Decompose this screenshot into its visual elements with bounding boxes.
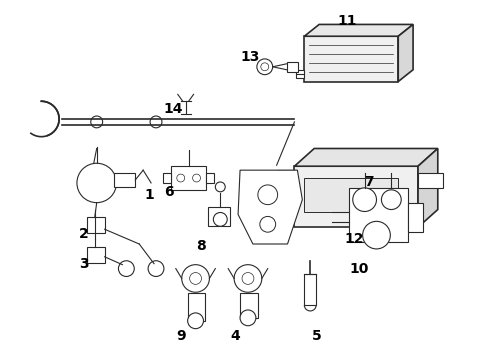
Bar bbox=[287, 62, 298, 72]
Text: 3: 3 bbox=[79, 257, 89, 271]
Circle shape bbox=[257, 59, 272, 75]
Polygon shape bbox=[238, 170, 302, 244]
Text: 13: 13 bbox=[240, 50, 260, 64]
Bar bbox=[206, 173, 214, 183]
Bar bbox=[87, 217, 104, 233]
Polygon shape bbox=[398, 24, 413, 82]
Bar bbox=[408, 203, 423, 232]
Circle shape bbox=[242, 273, 254, 284]
Circle shape bbox=[215, 182, 225, 192]
Text: 12: 12 bbox=[344, 232, 364, 246]
Circle shape bbox=[258, 185, 278, 204]
Bar bbox=[163, 173, 171, 183]
Circle shape bbox=[77, 163, 117, 203]
Circle shape bbox=[177, 174, 185, 182]
Text: 4: 4 bbox=[230, 329, 240, 343]
Bar bbox=[171, 166, 206, 190]
Circle shape bbox=[213, 212, 227, 226]
Text: 2: 2 bbox=[79, 227, 89, 241]
Bar bbox=[208, 207, 230, 226]
Circle shape bbox=[148, 261, 164, 276]
Circle shape bbox=[182, 265, 209, 292]
Text: 10: 10 bbox=[349, 262, 368, 276]
Text: 11: 11 bbox=[337, 14, 357, 27]
Bar bbox=[296, 70, 304, 78]
Circle shape bbox=[188, 313, 203, 329]
Bar bbox=[240, 293, 258, 318]
Text: 6: 6 bbox=[164, 185, 173, 199]
Text: 14: 14 bbox=[163, 102, 183, 116]
Circle shape bbox=[193, 174, 200, 182]
Text: 5: 5 bbox=[312, 329, 322, 343]
Bar bbox=[114, 173, 135, 187]
Circle shape bbox=[150, 116, 162, 128]
Bar bbox=[188, 293, 205, 321]
Circle shape bbox=[234, 265, 262, 292]
Circle shape bbox=[261, 63, 269, 71]
Bar bbox=[277, 170, 294, 182]
Bar bbox=[294, 166, 418, 227]
Circle shape bbox=[91, 116, 102, 128]
Circle shape bbox=[353, 188, 376, 212]
Text: 9: 9 bbox=[176, 329, 186, 343]
Circle shape bbox=[190, 273, 201, 284]
Polygon shape bbox=[304, 24, 413, 36]
Bar bbox=[304, 178, 398, 212]
Bar bbox=[349, 188, 408, 242]
Bar bbox=[87, 247, 104, 263]
Circle shape bbox=[119, 261, 134, 276]
Text: 7: 7 bbox=[364, 175, 373, 189]
Bar bbox=[304, 36, 398, 82]
Text: 1: 1 bbox=[144, 188, 154, 202]
Circle shape bbox=[240, 310, 256, 326]
Bar bbox=[304, 274, 316, 305]
Circle shape bbox=[381, 190, 401, 210]
Text: 8: 8 bbox=[196, 239, 205, 253]
Circle shape bbox=[260, 216, 276, 232]
Bar bbox=[418, 173, 443, 188]
Bar bbox=[277, 208, 294, 219]
Polygon shape bbox=[294, 148, 438, 166]
Circle shape bbox=[363, 221, 391, 249]
Polygon shape bbox=[418, 148, 438, 227]
